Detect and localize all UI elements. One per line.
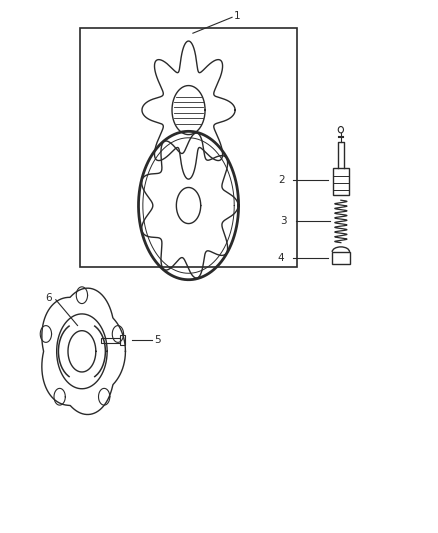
Bar (120, 335, 125, 345)
Text: 6: 6 (45, 294, 51, 303)
Text: 5: 5 (154, 335, 160, 345)
Bar (102, 337, 120, 343)
Text: 3: 3 (280, 216, 287, 227)
Text: 1: 1 (234, 11, 241, 21)
Text: 4: 4 (278, 253, 284, 263)
Bar (332, 168, 349, 195)
Bar (332, 252, 350, 264)
Text: 2: 2 (278, 175, 285, 185)
